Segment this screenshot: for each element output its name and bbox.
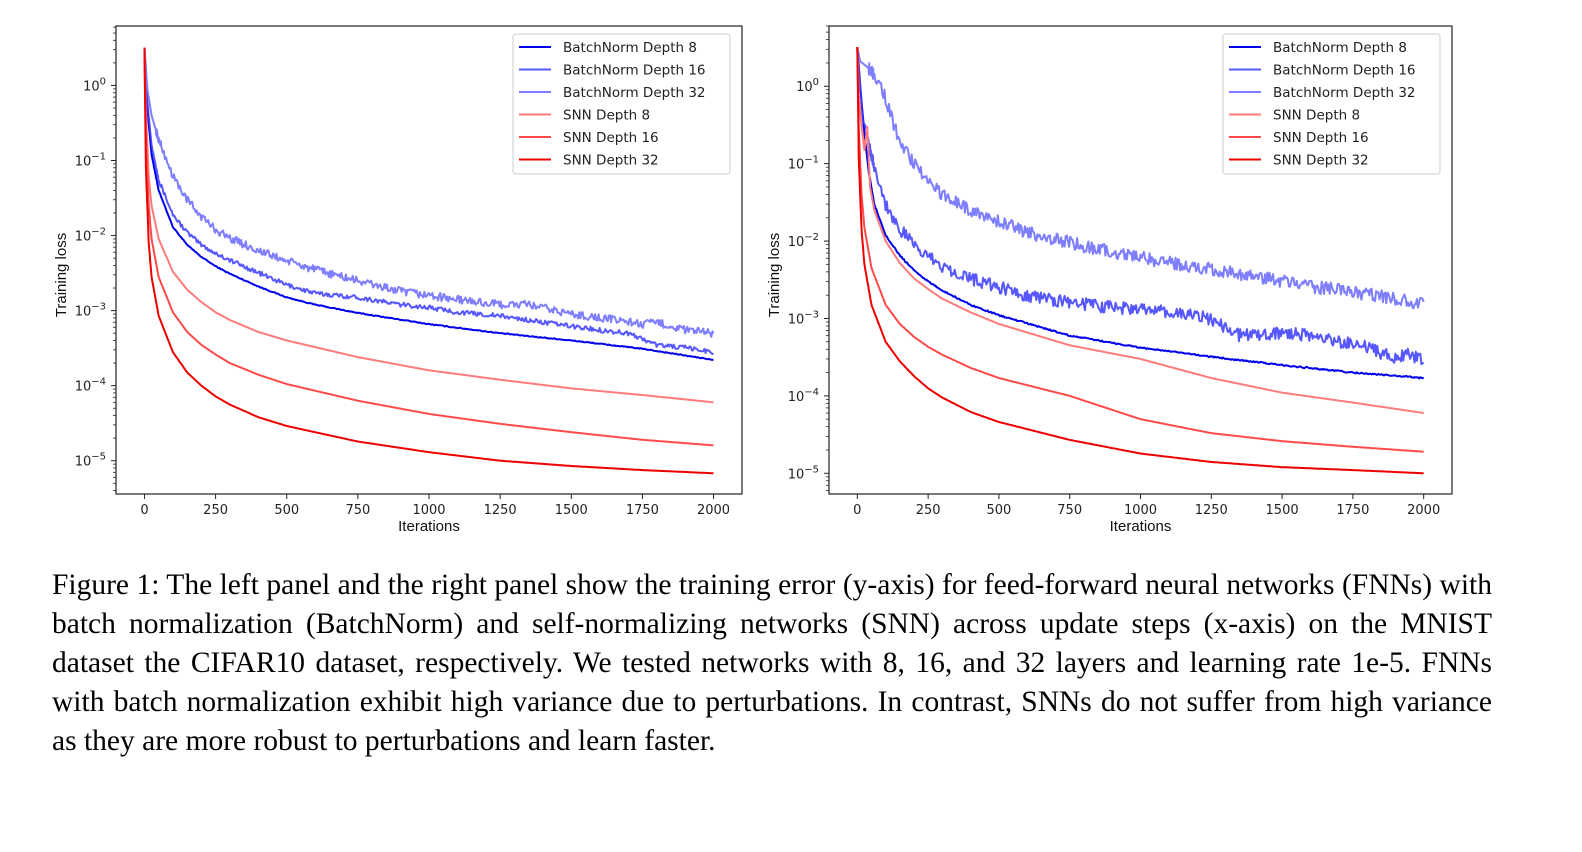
x-tick-label: 1000 — [1124, 503, 1157, 518]
x-axis-label: Iterations — [1110, 518, 1172, 535]
y-tick-label: 10−3 — [788, 309, 819, 327]
x-tick-label: 250 — [203, 503, 228, 518]
x-tick-label: 2000 — [1407, 503, 1440, 518]
x-tick-label: 1500 — [1266, 503, 1299, 518]
series-line-snn-depth-32 — [143, 47, 714, 475]
y-axis-label: Training loss — [53, 233, 70, 317]
series-line-batchnorm-depth-8 — [856, 47, 1425, 380]
x-tick-label: 500 — [986, 503, 1011, 518]
x-tick-label: 0 — [140, 503, 148, 518]
legend-label: BatchNorm Depth 8 — [1273, 40, 1407, 56]
legend-box — [1222, 33, 1441, 175]
x-tick-label: 2000 — [697, 503, 730, 518]
right-panel-cifar10: 0 250 500 750 1000 1250 1500 1750 2000 Iterations… — [766, 25, 1453, 535]
series-line-batchnorm-depth-32 — [856, 46, 1425, 310]
series-line-batchnorm-depth-8 — [143, 47, 714, 361]
legend-label: BatchNorm Depth 32 — [1273, 85, 1416, 101]
x-tick-label: 1750 — [626, 503, 659, 518]
x-axis: 0 250 500 750 1000 1250 1500 1750 2000 — [140, 494, 730, 518]
y-tick-label: 10−2 — [75, 227, 106, 245]
legend-label: BatchNorm Depth 16 — [1273, 63, 1416, 79]
legend-label: SNN Depth 8 — [563, 108, 650, 124]
y-tick-label: 10−4 — [75, 377, 106, 395]
x-tick-label: 1250 — [1195, 503, 1228, 518]
x-tick-label: 0 — [853, 503, 861, 518]
figure-caption: Figure 1: The left panel and the right p… — [52, 569, 1492, 757]
series-line-batchnorm-depth-16 — [856, 47, 1425, 366]
y-axis: 100 10−1 10−2 10−3 10−4 10−5 — [75, 26, 116, 491]
y-tick-label: 10−5 — [788, 464, 819, 482]
y-axis: 100 10−1 10−2 10−3 10−4 10−5 — [788, 25, 829, 491]
legend: BatchNorm Depth 8 BatchNorm Depth 16 Batch… — [1222, 33, 1441, 175]
series-line-batchnorm-depth-16 — [143, 47, 714, 355]
legend-label: SNN Depth 32 — [1273, 153, 1369, 169]
x-tick-label: 1000 — [412, 503, 445, 518]
y-tick-label: 10−3 — [75, 302, 106, 320]
x-tick-label: 1250 — [484, 503, 517, 518]
legend-label: SNN Depth 16 — [563, 130, 659, 146]
y-tick-label: 10−1 — [75, 152, 106, 170]
left-panel-mnist: 0 250 500 750 1000 1250 1500 1750 2000 Iterations… — [53, 25, 743, 535]
series-lines — [856, 46, 1425, 475]
legend: BatchNorm Depth 8 BatchNorm Depth 16 Batch… — [512, 33, 731, 175]
x-tick-label: 500 — [274, 503, 299, 518]
x-tick-label: 1750 — [1336, 503, 1369, 518]
series-line-snn-depth-32 — [856, 47, 1424, 475]
y-tick-label: 10−5 — [75, 452, 106, 470]
legend-label: SNN Depth 32 — [563, 153, 659, 169]
series-line-snn-depth-16 — [143, 47, 714, 447]
y-tick-label: 10−1 — [788, 155, 819, 173]
series-line-batchnorm-depth-32 — [143, 47, 715, 338]
series-lines — [143, 47, 715, 475]
legend-box — [512, 33, 731, 175]
series-line-snn-depth-16 — [856, 47, 1424, 453]
series-line-snn-depth-8 — [143, 47, 714, 404]
x-axis-label: Iterations — [398, 518, 460, 535]
legend-label: BatchNorm Depth 32 — [563, 85, 706, 101]
legend-label: SNN Depth 16 — [1273, 130, 1369, 146]
legend-label: SNN Depth 8 — [1273, 108, 1360, 124]
y-tick-label: 100 — [796, 77, 819, 95]
x-axis: 0 250 500 750 1000 1250 1500 1750 2000 — [853, 494, 1440, 518]
series-line-snn-depth-8 — [856, 47, 1424, 414]
y-tick-label: 100 — [83, 76, 106, 94]
x-tick-label: 250 — [916, 503, 941, 518]
x-tick-label: 750 — [345, 503, 370, 518]
legend-label: BatchNorm Depth 16 — [563, 63, 706, 79]
x-tick-label: 1500 — [555, 503, 588, 518]
legend-label: BatchNorm Depth 8 — [563, 40, 697, 56]
y-axis-label: Training loss — [766, 233, 783, 317]
y-tick-label: 10−4 — [788, 387, 819, 405]
x-tick-label: 750 — [1057, 503, 1082, 518]
y-tick-label: 10−2 — [788, 232, 819, 250]
figure-canvas: 0 250 500 750 1000 1250 1500 1750 2000Iterations… — [53, 25, 1453, 535]
